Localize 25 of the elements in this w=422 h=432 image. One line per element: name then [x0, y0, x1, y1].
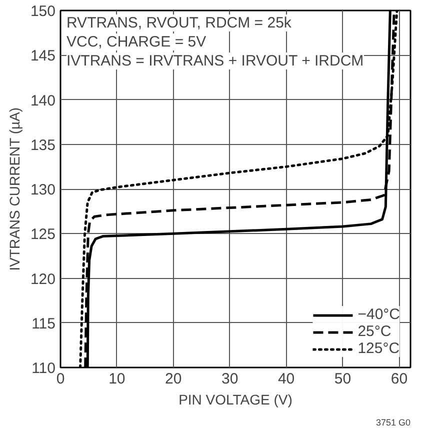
x-tick-label: 60	[390, 370, 408, 388]
y-tick-label: 135	[30, 136, 56, 154]
legend-label: −40°C	[358, 306, 400, 323]
y-tick-label: 110	[32, 360, 56, 377]
x-tick-label: 50	[334, 370, 352, 388]
x-tick-label: 30	[222, 370, 238, 388]
y-tick-label: 120	[30, 270, 56, 288]
annotation: IVTRANS = IRVTRANS + IRVOUT + IRDCM	[66, 52, 364, 70]
text: 3751 G0	[376, 418, 411, 428]
x-tick-label: 20	[165, 370, 182, 388]
annotation: RVTRANS, RVOUT, RDCM = 25k	[66, 14, 292, 32]
y-tick-label: 145	[30, 48, 56, 65]
x-axis-title: PIN VOLTAGE (V)	[178, 392, 292, 408]
y-tick-label: 125	[30, 226, 56, 244]
x-tick-label: 10	[108, 370, 126, 388]
legend-label: 25°C	[358, 323, 392, 340]
y-tick-label: 115	[32, 315, 56, 332]
x-tick-label: 0	[56, 370, 65, 388]
y-tick-label: 130	[30, 182, 56, 198]
legend-label: 125°C	[358, 340, 400, 357]
y-tick-label: 150	[30, 3, 56, 20]
y-tick-label: 140	[30, 92, 56, 110]
annotation: VCC, CHARGE = 5V	[66, 34, 206, 50]
x-tick-label: 40	[278, 370, 295, 388]
y-axis-title: IVTRANS CURRENT (µA)	[6, 107, 22, 271]
